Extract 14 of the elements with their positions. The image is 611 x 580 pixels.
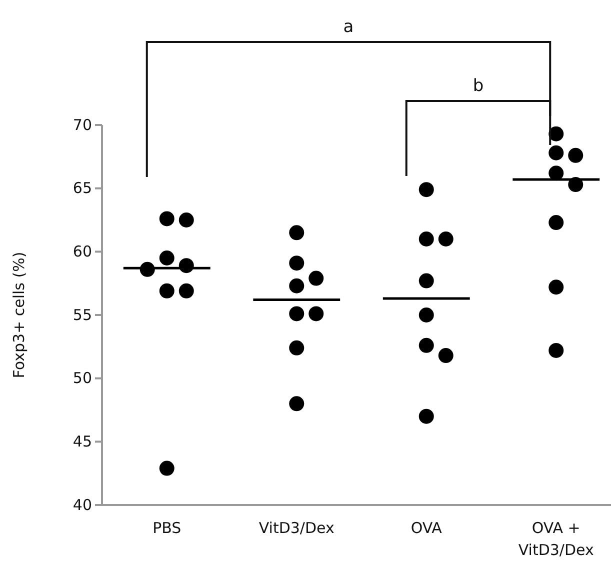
y-tick-label: 55	[72, 306, 92, 324]
y-tick-label: 60	[72, 242, 92, 260]
x-tick-label: OVA + VitD3/Dex	[518, 519, 594, 559]
y-tick-label: 40	[72, 496, 92, 514]
y-tick-label: 50	[72, 369, 92, 388]
y-tick-label: 45	[72, 432, 92, 450]
text: b	[472, 76, 484, 96]
y-axis-title: Foxp3+ cells (%)	[10, 252, 28, 378]
y-tick-label: 65	[72, 179, 92, 198]
x-tick-label: VitD3/Dex	[258, 519, 334, 537]
y-tick-label: 70	[72, 116, 92, 134]
text: a	[343, 17, 354, 37]
x-tick-label: PBS	[152, 519, 182, 537]
x-tick-label: OVA	[410, 519, 443, 537]
